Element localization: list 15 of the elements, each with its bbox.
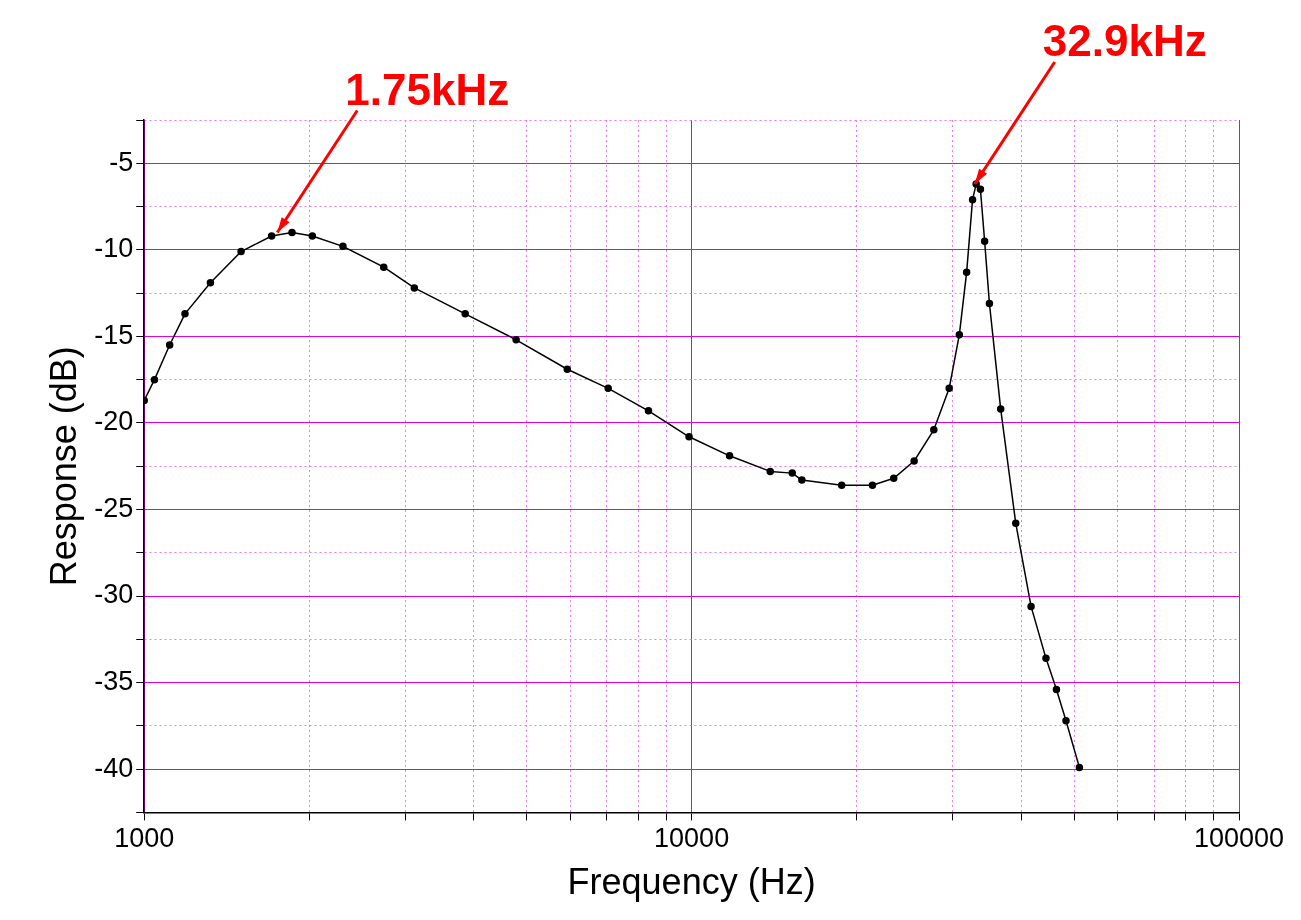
y-tick-label: -10 (94, 233, 134, 264)
y-tick-label: -5 (109, 146, 134, 177)
annotation: 1.75kHz (345, 64, 510, 114)
x-tick-label: 100000 (1193, 823, 1285, 854)
y-tick-label: -30 (94, 579, 134, 610)
y-axis-title: Response (dB) (42, 346, 84, 587)
annotation: 32.9kHz (1042, 16, 1207, 66)
x-tick-label: 10000 (654, 823, 730, 854)
y-tick-label: -20 (94, 406, 134, 437)
y-tick-label: -15 (94, 319, 134, 350)
y-tick-label: -35 (94, 666, 134, 697)
y-tick-label: -40 (94, 752, 134, 783)
x-axis-title: Frequency (Hz) (567, 861, 816, 903)
x-tick-label: 1000 (114, 823, 175, 854)
y-tick-label: -25 (94, 492, 134, 523)
